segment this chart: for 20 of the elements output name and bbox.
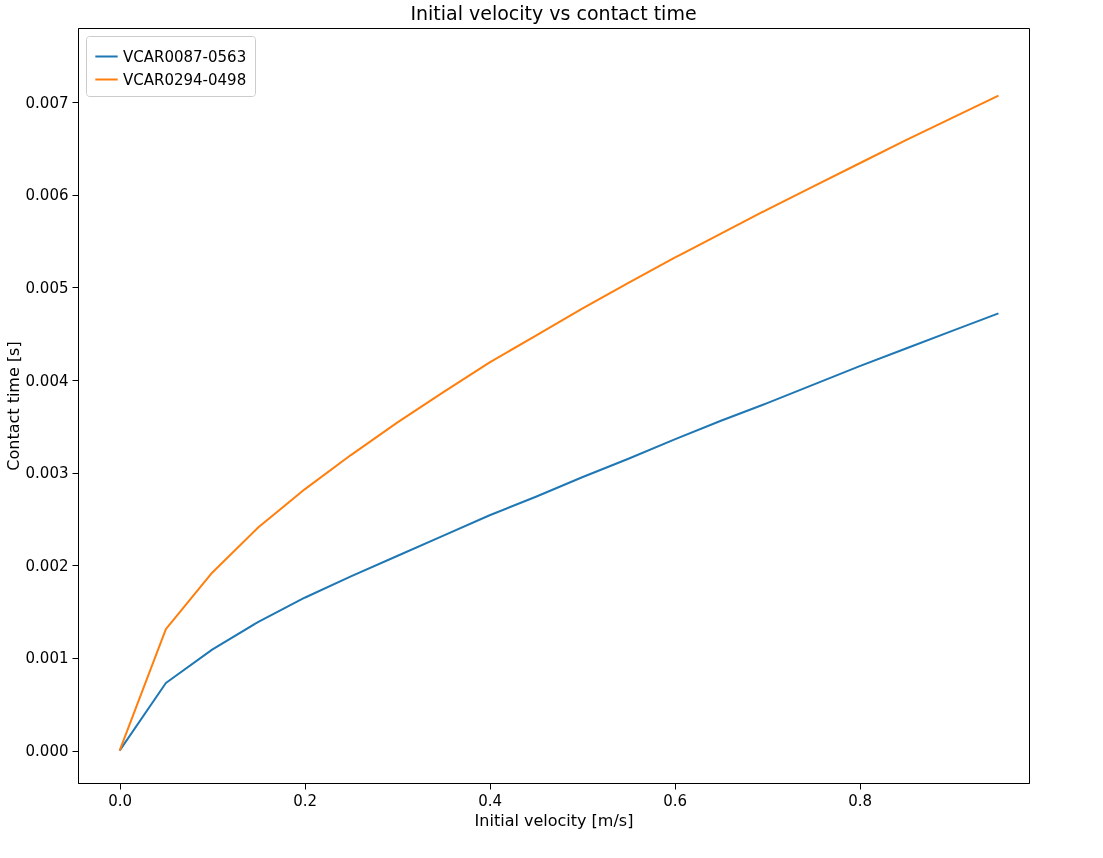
x-tick-label: 0.4 bbox=[478, 791, 503, 810]
x-axis-title: Initial velocity [m/s] bbox=[474, 810, 634, 830]
legend-label: VCAR0087-0563 bbox=[123, 47, 247, 66]
y-tick-label: 0.007 bbox=[25, 93, 69, 112]
y-tick-label: 0.005 bbox=[25, 278, 69, 297]
chart-title: Initial velocity vs contact time bbox=[410, 2, 697, 24]
x-tick-label: 0.8 bbox=[848, 791, 873, 810]
legend-label: VCAR0294-0498 bbox=[123, 70, 247, 89]
line-series bbox=[118, 312, 1000, 752]
x-tick-label: 0.6 bbox=[663, 791, 688, 810]
line-series bbox=[118, 94, 1000, 752]
x-tick-label: 0.0 bbox=[108, 791, 133, 810]
y-tick-label: 0.003 bbox=[25, 464, 69, 483]
x-tick-label: 0.2 bbox=[293, 791, 318, 810]
y-tick-label: 0.002 bbox=[25, 556, 69, 575]
y-tick-label: 0.000 bbox=[25, 742, 69, 761]
y-tick-label: 0.006 bbox=[25, 186, 69, 205]
y-tick-label: 0.001 bbox=[25, 649, 69, 668]
y-axis-title: Contact time [s] bbox=[3, 341, 23, 471]
y-tick-label: 0.004 bbox=[25, 371, 69, 390]
